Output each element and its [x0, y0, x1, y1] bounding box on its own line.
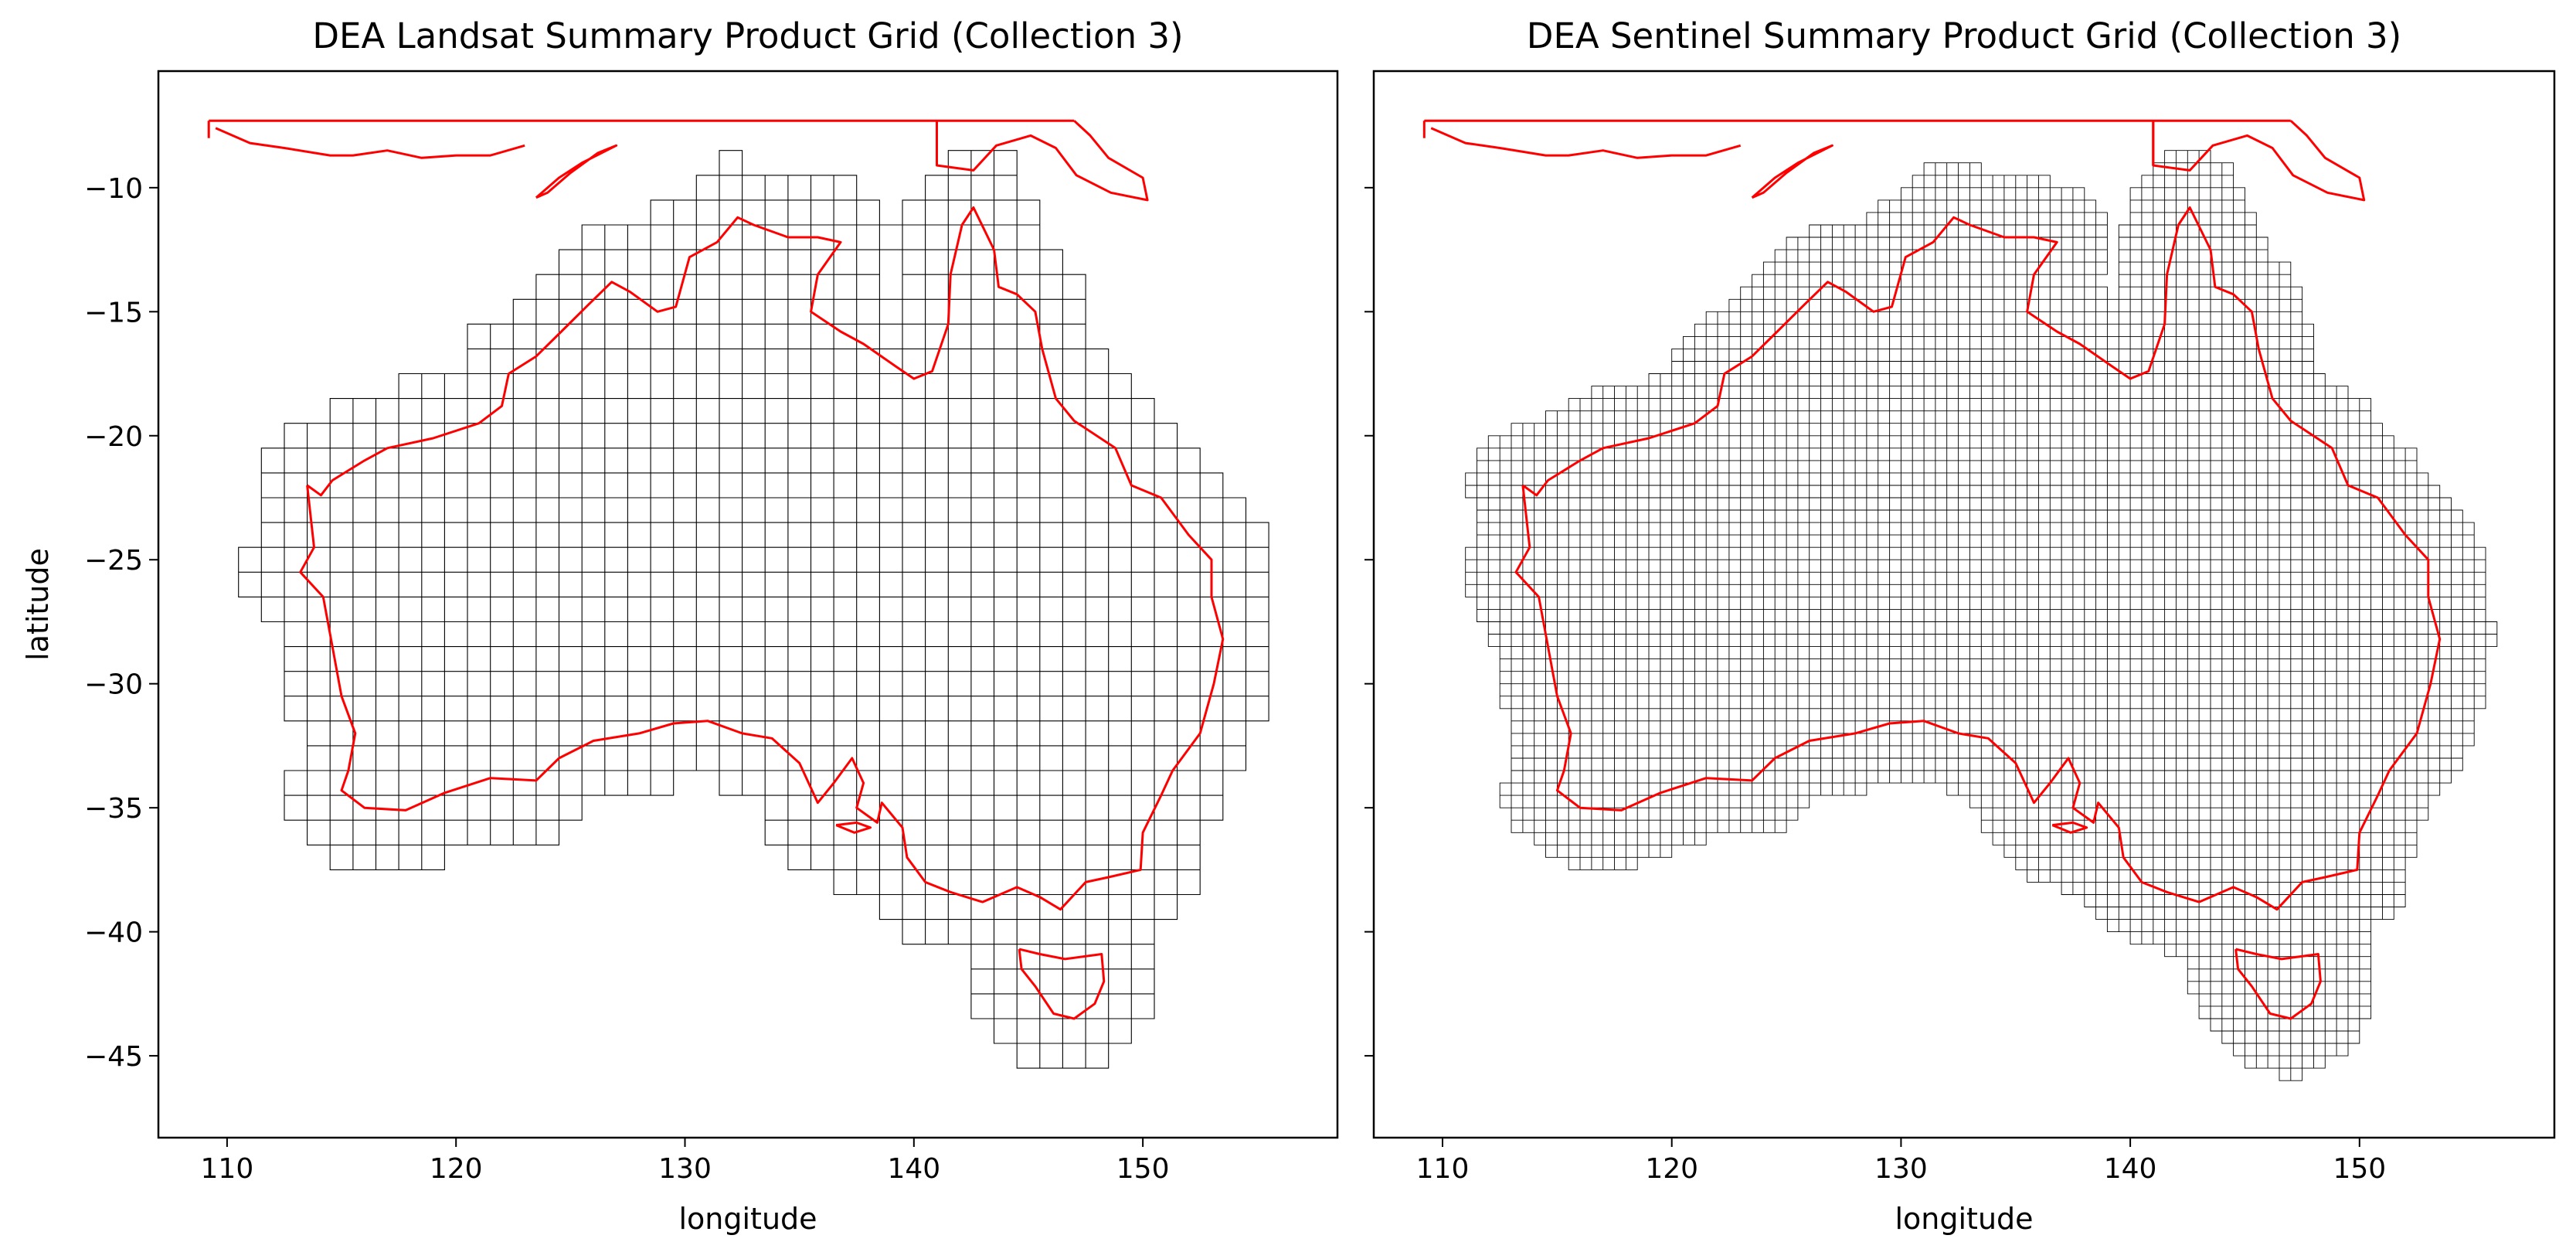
grid-tiles	[1465, 150, 2498, 1081]
y-tick-label: −10	[84, 173, 143, 205]
coastline-segment	[936, 120, 1149, 202]
coastline-segment	[299, 206, 1225, 911]
y-tick-label: −45	[84, 1041, 143, 1073]
x-axis-label: longitude	[678, 1202, 817, 1236]
coastline-segment	[835, 821, 872, 834]
x-tick-label: 110	[1416, 1153, 1470, 1185]
coastline-segment	[215, 127, 525, 159]
y-axis-ticks: −10 −15 −20 −25 −30 −35 −40 −45	[84, 173, 158, 1073]
coastline-segment	[1430, 127, 1742, 159]
y-tick-label: −15	[84, 297, 143, 328]
x-axis-ticks: 110 120 130 140 150	[201, 1138, 1170, 1185]
y-axis-ticks	[1364, 186, 1374, 1057]
x-tick-label: 150	[1116, 1153, 1170, 1185]
coastline-segment	[2051, 821, 2088, 834]
coastline-segment	[1514, 206, 2442, 911]
coastline-segment	[2152, 120, 2366, 202]
landsat-panel: DEA Landsat Summary Product Grid (Collec…	[21, 15, 1339, 1236]
australia-coastline	[1422, 119, 2442, 1020]
panel-title: DEA Sentinel Summary Product Grid (Colle…	[1527, 15, 2401, 56]
coastline-segment	[2234, 948, 2322, 1020]
y-tick-label: −35	[84, 793, 143, 825]
sentinel-panel: DEA Sentinel Summary Product Grid (Colle…	[1364, 15, 2556, 1236]
y-axis-label: latitude	[21, 548, 55, 661]
coastline-segment	[1751, 144, 1833, 199]
x-tick-label: 120	[430, 1153, 483, 1185]
x-tick-label: 140	[887, 1153, 940, 1185]
coastline-segment	[1018, 948, 1106, 1020]
panel-title: DEA Landsat Summary Product Grid (Collec…	[312, 15, 1183, 56]
x-tick-label: 150	[2333, 1153, 2386, 1185]
sentinel-tile-grid	[1465, 150, 2498, 1081]
x-tick-label: 140	[2104, 1153, 2157, 1185]
x-tick-label: 130	[658, 1153, 712, 1185]
x-tick-label: 120	[1645, 1153, 1698, 1185]
y-tick-label: −20	[84, 421, 143, 453]
y-tick-label: −30	[84, 669, 143, 701]
x-tick-label: 110	[201, 1153, 254, 1185]
coastline-segment	[535, 144, 618, 199]
australia-coastline	[207, 119, 1225, 1020]
y-tick-label: −25	[84, 545, 143, 577]
x-tick-label: 130	[1874, 1153, 1928, 1185]
plot-frame	[1372, 70, 2556, 1139]
y-tick-label: −40	[84, 917, 143, 949]
x-axis-ticks: 110 120 130 140 150	[1416, 1138, 2386, 1185]
landsat-tile-grid	[238, 150, 1269, 1069]
x-axis-label: longitude	[1895, 1202, 2033, 1236]
grid-tiles	[238, 150, 1269, 1069]
plot-frame	[157, 70, 1339, 1139]
